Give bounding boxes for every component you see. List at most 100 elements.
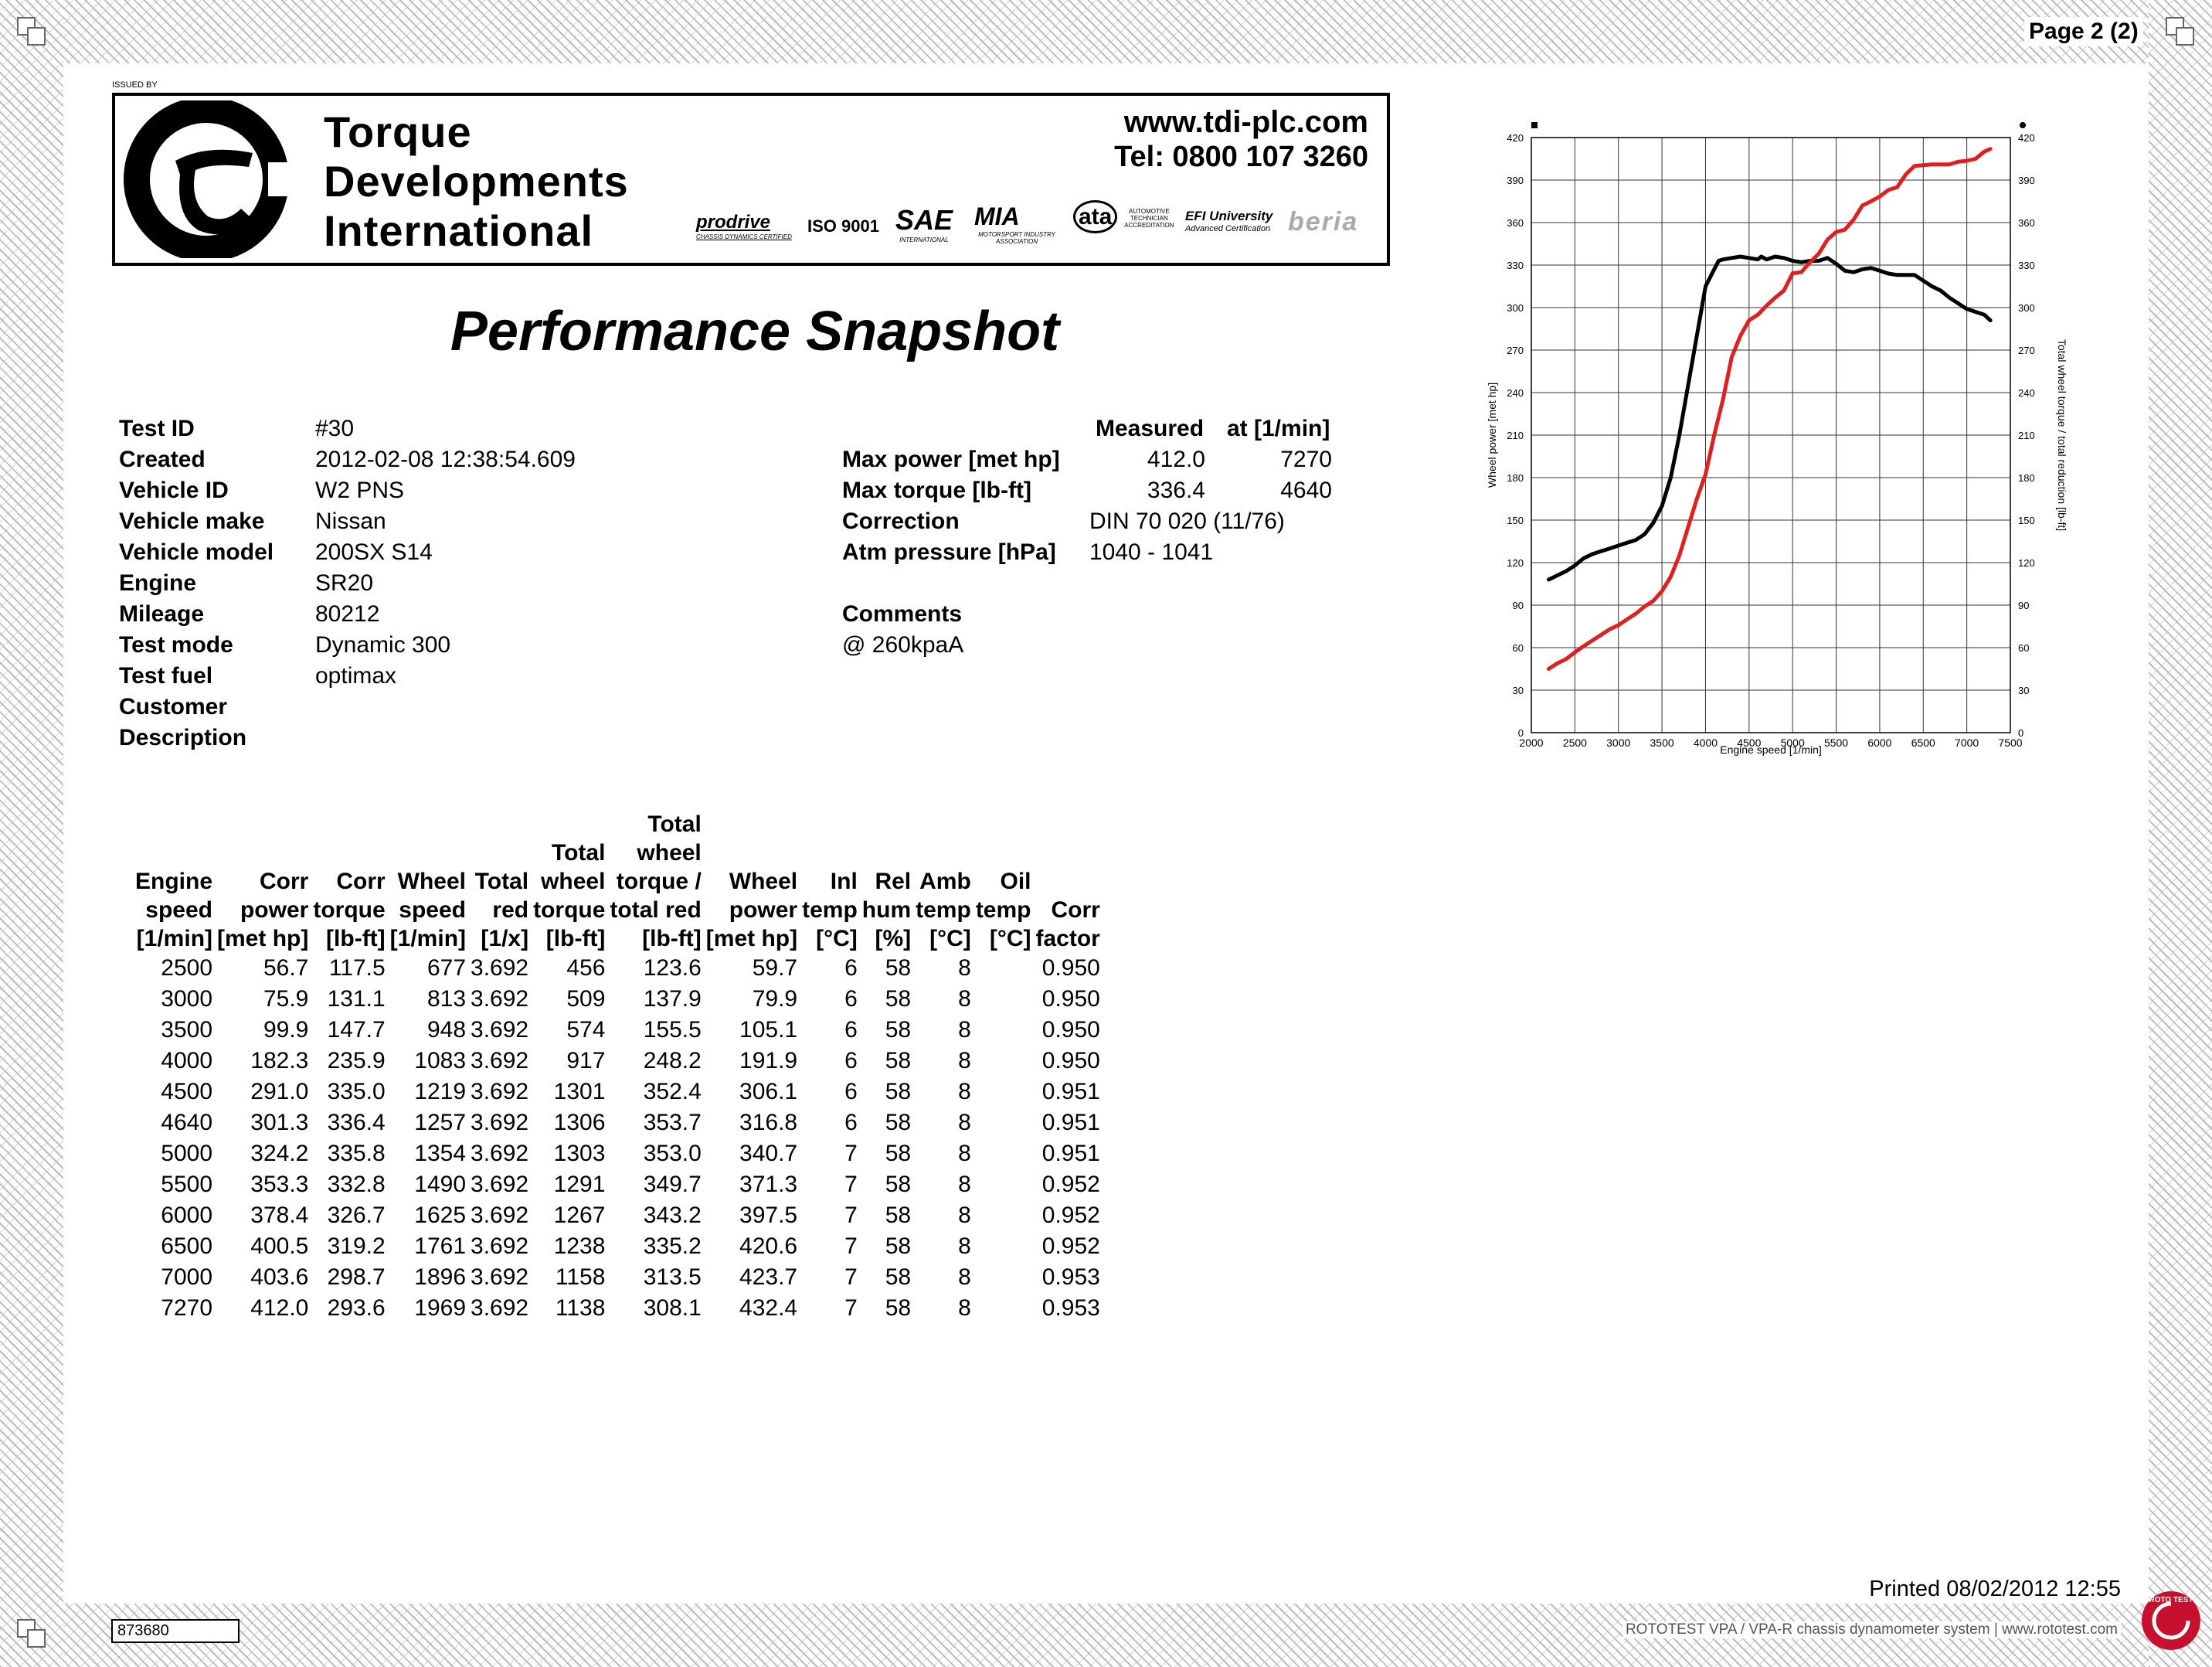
column-header-line: [%] (875, 926, 912, 951)
table-cell: 1238 (553, 1233, 606, 1259)
page-title: Performance Snapshot (450, 301, 1060, 362)
x-tick-label: 6000 (1867, 737, 1891, 749)
table-cell (973, 1231, 1034, 1262)
table-cell: 6 (844, 1079, 858, 1104)
column-header-line: speed (399, 897, 467, 923)
table-cell: 813 (426, 986, 467, 1012)
tdi-logo-icon (124, 100, 299, 258)
table-cell: 8 (958, 1295, 971, 1321)
page-number: Page 2 (2) (2024, 17, 2143, 46)
table-cell: 58 (885, 986, 912, 1012)
y-tick-label: 360 (1507, 217, 1524, 229)
table-cell: 7000 (161, 1264, 213, 1290)
letterhead: Torque Developments International www.td… (112, 93, 1390, 266)
y-right-tick-label: 270 (2018, 345, 2035, 356)
table-cell: 6500 (161, 1233, 213, 1259)
x-tick-label: 7000 (1955, 737, 1979, 749)
table-cell: 423.7 (739, 1264, 798, 1290)
table-cell: 7 (844, 1295, 858, 1321)
table-cell (973, 1046, 1034, 1077)
table-row: 6500 400.5 319.2 1761 3.692 1238 335.2 420.6 7 58… (133, 1231, 1103, 1262)
column-header-line: torque (313, 897, 386, 923)
column-header-line: torque / (616, 869, 702, 894)
correction-label: Correction (842, 509, 960, 534)
table-cell: 1083 (414, 1048, 467, 1073)
table-cell: 1896 (414, 1264, 467, 1290)
mia-logo: MIA MOTORSPORT INDUSTRY ASSOCIATION (974, 202, 1055, 245)
table-cell: 191.9 (739, 1048, 798, 1073)
table-cell: 3.692 (471, 1233, 529, 1259)
info-label: Mileage (119, 601, 205, 627)
table-cell: 298.7 (327, 1264, 386, 1290)
table-cell: 182.3 (250, 1048, 309, 1073)
column-header-line: total red (610, 897, 702, 923)
table-cell: 3.692 (471, 1203, 529, 1228)
table-cell: 3.692 (471, 1172, 529, 1197)
table-cell: 353.3 (250, 1172, 309, 1197)
table-row: 4000 182.3 235.9 1083 3.692 917 248.2 191.9 6 58 8… (133, 1046, 1103, 1077)
y-right-tick-label: 60 (2018, 642, 2029, 654)
page-border-right (2149, 0, 2212, 1667)
x-tick-label: 2000 (1519, 737, 1543, 749)
info-value: optimax (315, 663, 397, 689)
table-cell: 353.0 (643, 1141, 702, 1166)
table-cell: 1303 (553, 1141, 606, 1166)
table-row: 4500 291.0 335.0 1219 3.692 1301 352.4 306.1 6 58… (133, 1077, 1103, 1107)
x-tick-label: 2500 (1563, 737, 1587, 749)
table-cell: 3.692 (471, 1017, 529, 1043)
column-header-line: Rel (875, 869, 912, 894)
column-header-line: wheel (637, 840, 702, 866)
atm-pressure-label: Atm pressure [hPa] (842, 539, 1056, 565)
table-cell: 5000 (161, 1141, 213, 1166)
table-cell: 0.950 (1041, 955, 1100, 981)
website-link[interactable]: www.tdi-plc.com (1123, 105, 1368, 139)
table-cell: 1354 (414, 1141, 467, 1166)
table-cell: 332.8 (327, 1172, 386, 1197)
resize-corner-icon (17, 17, 46, 46)
table-cell: 3.692 (471, 1110, 529, 1135)
table-cell: 1138 (555, 1295, 606, 1321)
table-cell: 8 (958, 955, 971, 981)
table-cell: 3.692 (471, 1048, 529, 1073)
table-cell: 75.9 (263, 986, 309, 1012)
table-cell: 313.5 (643, 1264, 702, 1290)
table-cell: 7 (844, 1264, 858, 1290)
correction-value: DIN 70 020 (11/76) (1089, 509, 1285, 534)
table-cell: 1158 (555, 1264, 606, 1290)
info-value: Dynamic 300 (315, 632, 451, 658)
column-header-line: [met hp] (217, 926, 309, 951)
column-header-line: temp (916, 897, 971, 923)
table-cell: 0.950 (1041, 1048, 1100, 1073)
column-header-line: temp (975, 897, 1031, 923)
x-axis: 2000 2500 3000 3500 4000 4500 5000 5500 6000 6500… (1519, 737, 2022, 749)
table-row: 2500 56.7 117.5 677 3.692 456 123.6 59.7 6 58 8 0.9… (133, 953, 1103, 984)
column-header: Wheel speed [1/min] (388, 810, 468, 953)
column-header-line: [lb-ft] (545, 926, 606, 951)
y-tick-label: 210 (1507, 430, 1524, 441)
info-value: W2 PNS (315, 478, 405, 503)
table-cell: 509 (566, 986, 606, 1012)
table-cell: 4640 (161, 1110, 213, 1135)
table-cell: 58 (885, 1017, 912, 1043)
table-cell: 1490 (414, 1172, 467, 1197)
info-label: Customer (119, 694, 228, 720)
resize-corner-icon (17, 1619, 46, 1648)
table-cell: 319.2 (327, 1233, 386, 1259)
table-cell: 8 (958, 1203, 971, 1228)
marker-icon (1531, 122, 1538, 128)
beria-logo: beria (1288, 207, 1359, 236)
table-cell (973, 1138, 1034, 1169)
table-cell (973, 953, 1034, 984)
info-label: Description (119, 725, 247, 750)
column-header-line: [lb-ft] (642, 926, 702, 951)
table-row: 3000 75.9 131.1 813 3.692 509 137.9 79.9 6 58 8 0.9… (133, 984, 1103, 1015)
table-cell (973, 1200, 1034, 1231)
table-cell: 8 (958, 1264, 971, 1290)
y-right-tick-label: 330 (2018, 260, 2035, 271)
x-axis-label: Engine speed [1/min] (1720, 743, 1822, 756)
page-border-top (0, 0, 2212, 63)
y-right-tick-label: 390 (2018, 175, 2035, 186)
column-header: Total red [1/x] (468, 810, 531, 953)
info-label: Test fuel (119, 663, 213, 689)
torque-series-line (1547, 254, 1993, 582)
